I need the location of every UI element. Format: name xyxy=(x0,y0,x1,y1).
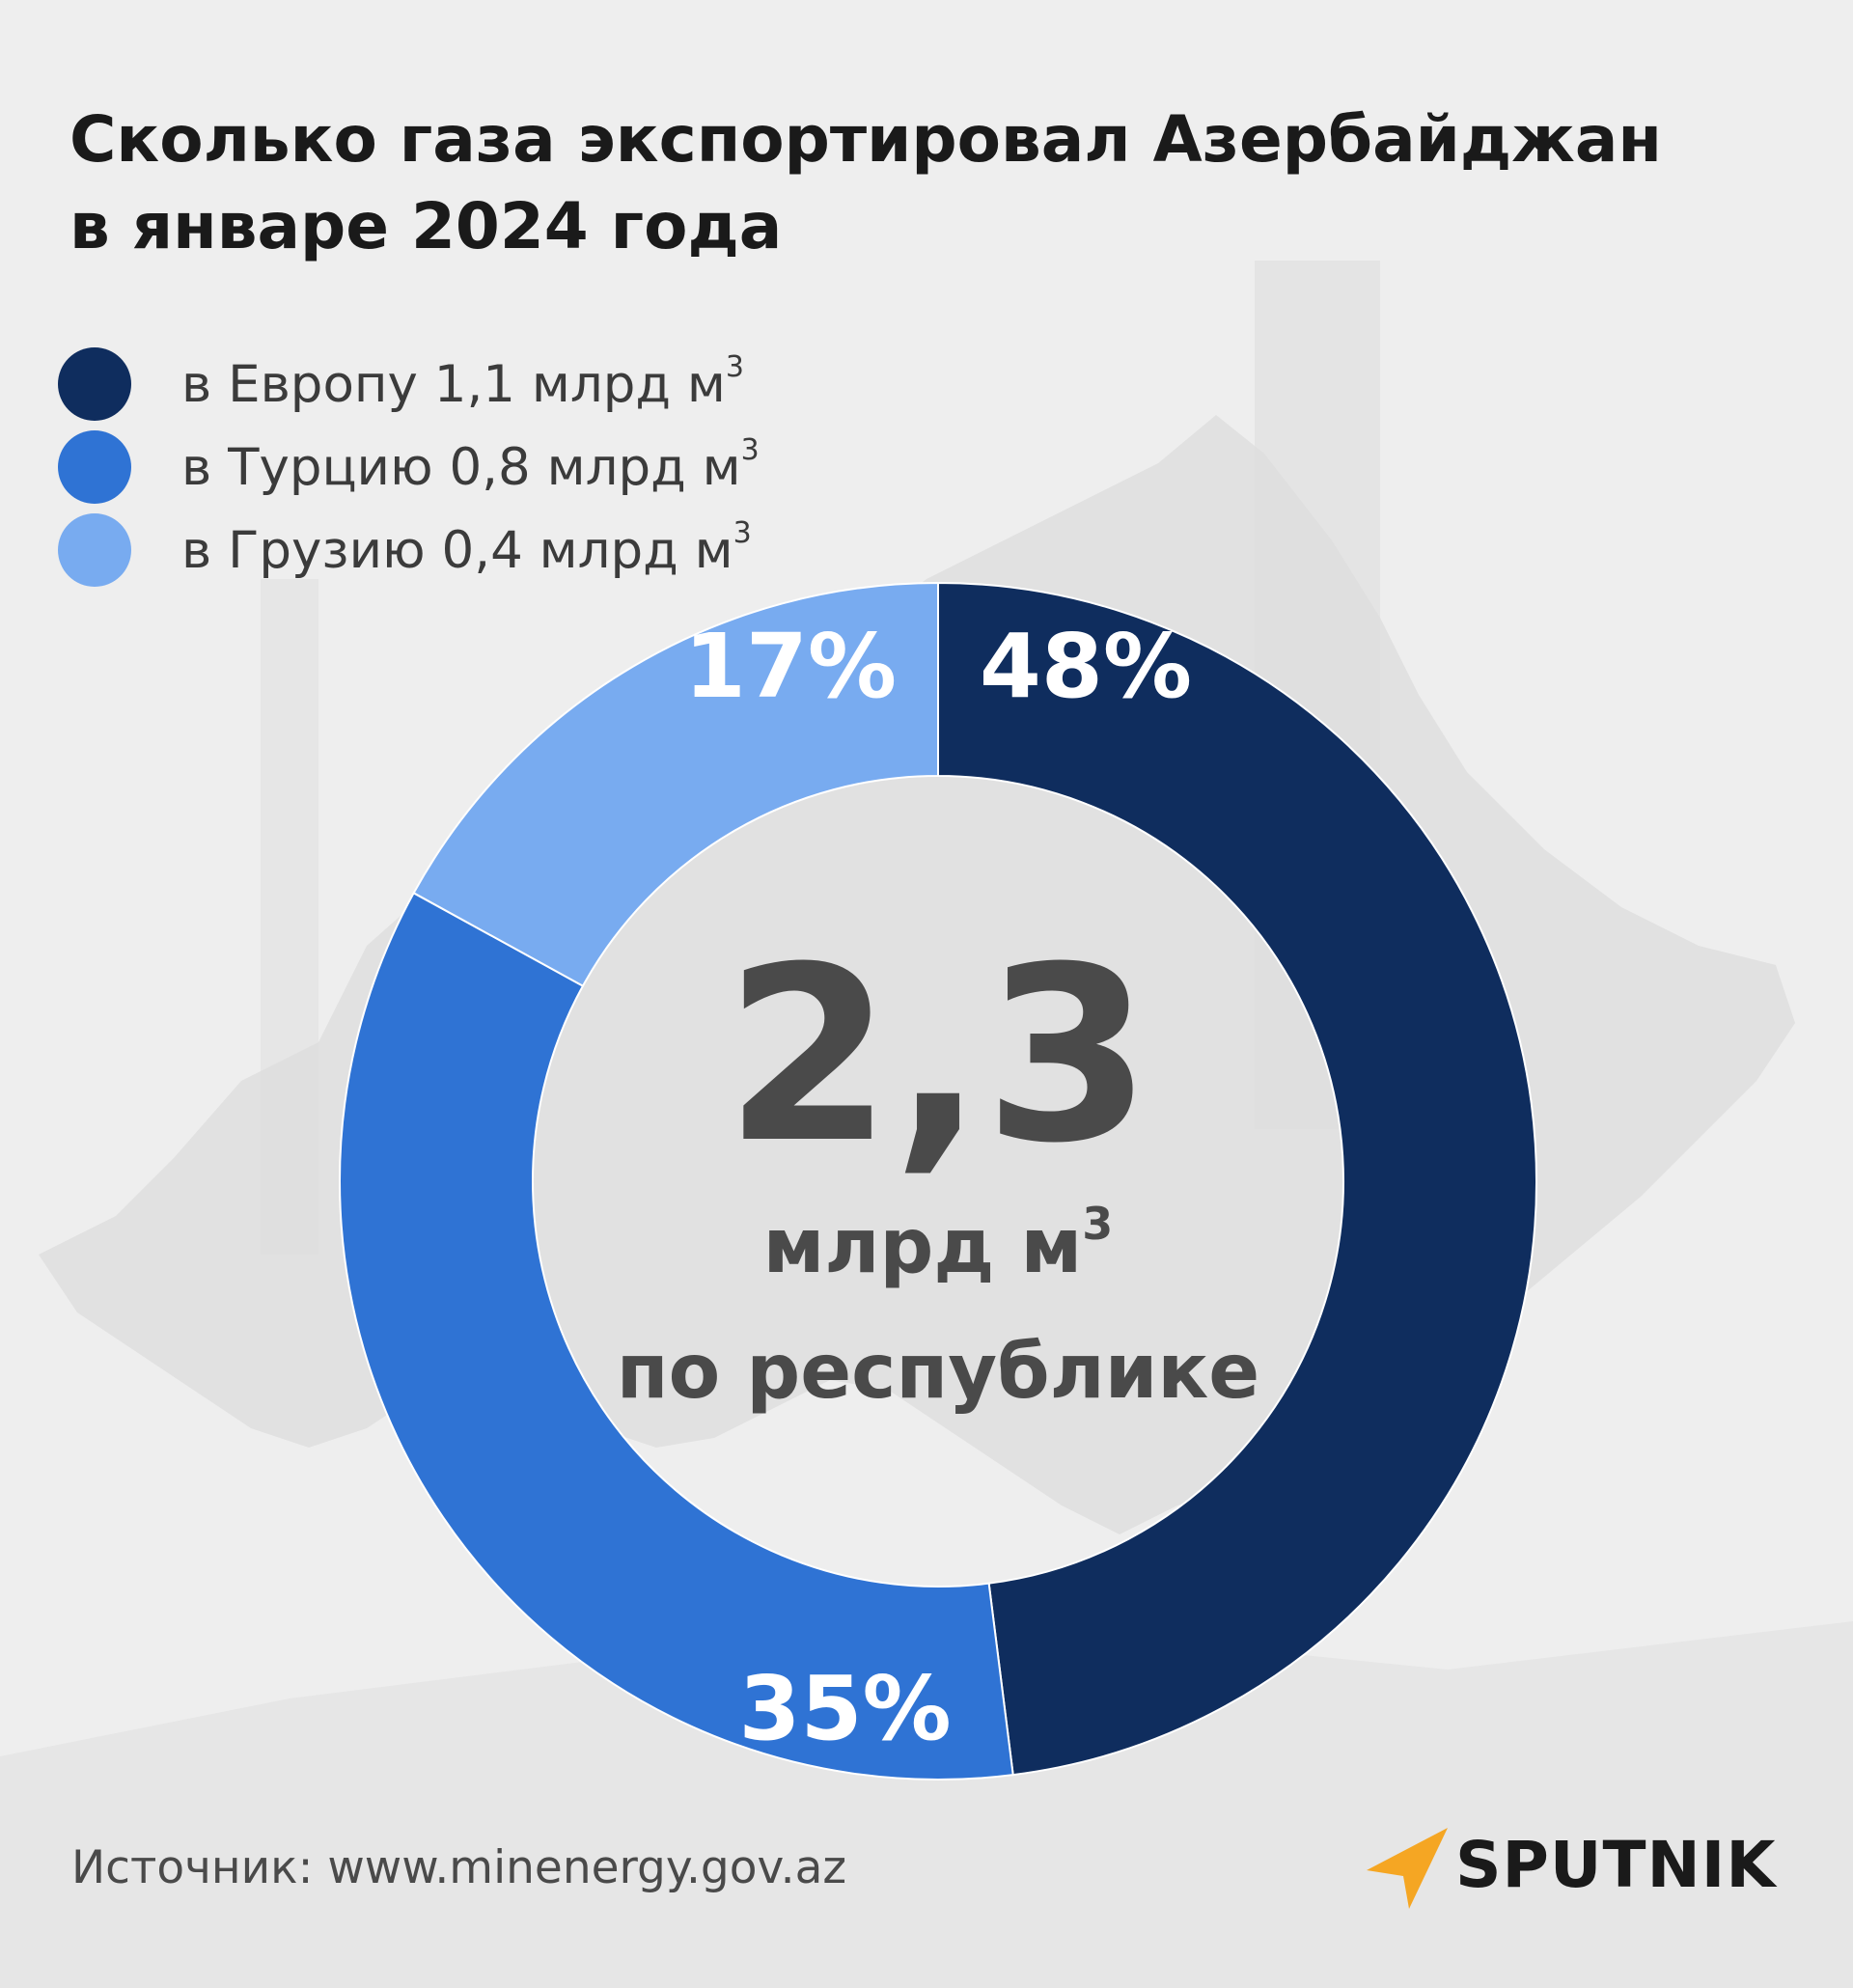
center-total-value: 2,3 xyxy=(725,915,1152,1196)
donut-slice-turkey xyxy=(339,891,1014,1781)
value-label-georgia: 17% xyxy=(684,615,897,718)
legend-label-turkey: в Турцию 0,8 млрд м3 xyxy=(181,432,760,497)
chart-title: Сколько газа экспортировал Азербайджан в… xyxy=(69,97,1807,270)
legend-dot-turkey xyxy=(58,430,131,504)
value-label-turkey: 35% xyxy=(739,1657,952,1760)
value-label-europe: 48% xyxy=(980,615,1192,718)
legend-dot-europe xyxy=(58,347,131,421)
title-line-1: Сколько газа экспортировал Азербайджан xyxy=(69,102,1662,177)
donut-slice-europe xyxy=(937,581,1537,1777)
donut-slice-georgia xyxy=(412,581,939,988)
title-line-2: в январе 2024 года xyxy=(69,189,783,263)
legend-item-europe: в Европу 1,1 млрд м3 xyxy=(58,343,760,426)
sputnik-logo-icon xyxy=(1367,1828,1448,1909)
sputnik-logo-text: SPUTNIK xyxy=(1455,1828,1777,1902)
legend-item-georgia: в Грузию 0,4 млрд м3 xyxy=(58,509,760,592)
sputnik-logo: SPUTNIK xyxy=(1359,1814,1803,1920)
legend: в Европу 1,1 млрд м3 в Турцию 0,8 млрд м… xyxy=(58,343,760,592)
legend-dot-georgia xyxy=(58,513,131,587)
legend-label-europe: в Европу 1,1 млрд м3 xyxy=(181,349,744,414)
legend-item-turkey: в Турцию 0,8 млрд м3 xyxy=(58,426,760,509)
legend-label-georgia: в Грузию 0,4 млрд м3 xyxy=(181,515,752,580)
center-caption: по республике xyxy=(617,1329,1259,1416)
center-unit-label: млрд м3 xyxy=(763,1198,1114,1290)
source-text: Источник: www.minenergy.gov.az xyxy=(71,1841,847,1894)
